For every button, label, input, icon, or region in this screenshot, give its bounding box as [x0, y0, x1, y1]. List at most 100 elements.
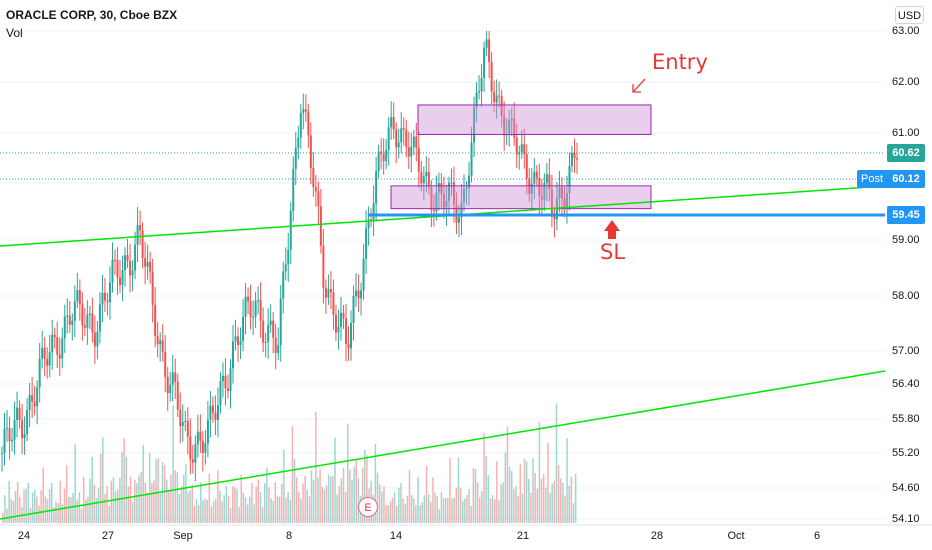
volume-bar [325, 485, 328, 523]
candle-body [390, 116, 393, 128]
currency-button[interactable]: USD [895, 6, 924, 24]
volume-bar [532, 457, 534, 523]
volume-bar [170, 474, 172, 523]
earnings-marker[interactable]: E [358, 497, 378, 517]
volume-bar [42, 467, 44, 523]
candle-body [219, 381, 222, 406]
volume-bar [136, 483, 138, 523]
volume-bar [489, 498, 492, 523]
candle-body [319, 206, 322, 246]
volume-bar [442, 498, 445, 523]
candle-body [38, 358, 41, 388]
volume-bar [178, 493, 181, 523]
volume-bar [472, 468, 475, 523]
volume-bar [293, 459, 296, 523]
candle-body [468, 175, 471, 188]
volume-bar [513, 489, 515, 523]
volume-bar [127, 486, 130, 523]
volume-bar [257, 479, 260, 523]
volume-bar [289, 499, 291, 523]
candle-body [560, 187, 563, 199]
volume-bar [183, 474, 185, 523]
candle-body [440, 183, 443, 194]
volume-bar [65, 465, 68, 523]
candle-body [540, 196, 543, 200]
volume-bar [144, 482, 147, 523]
candle-body [116, 259, 119, 278]
volume-bar [61, 504, 64, 523]
volume-bar [338, 485, 340, 523]
volume-bar [523, 458, 526, 523]
volume-bar [545, 487, 547, 523]
candle-body [124, 255, 127, 271]
volume-bar [562, 482, 564, 523]
volume-bar [421, 501, 424, 523]
volume-label: Vol [6, 26, 23, 40]
candle-body [377, 151, 380, 172]
candle-body [415, 136, 418, 148]
volume-bar [249, 496, 251, 523]
volume-bar [4, 495, 6, 523]
volume-bar [276, 495, 279, 523]
volume-bar [119, 477, 121, 523]
volume-bar [185, 464, 187, 523]
candle-body [51, 334, 54, 353]
candle-body [488, 39, 491, 63]
volume-bar [80, 508, 83, 523]
time-tick-label: 14 [389, 530, 403, 542]
candle-body [71, 320, 74, 325]
volume-bar [410, 495, 413, 523]
volume-bar [568, 485, 570, 523]
price-tick-label: 63.00 [892, 25, 920, 37]
volume-bar [159, 492, 162, 523]
candle-body [237, 336, 240, 346]
volume-bar [408, 469, 411, 523]
candle-body [41, 347, 44, 359]
candle-body [171, 372, 174, 385]
candle-body [53, 334, 56, 338]
volume-bar [340, 478, 343, 523]
candle-body [375, 171, 378, 204]
volume-bar [232, 486, 234, 523]
volume-bar [95, 498, 98, 523]
candle-body [450, 182, 453, 184]
candle-body [274, 337, 277, 354]
volume-bar [389, 501, 392, 523]
volume-bar [134, 479, 136, 523]
candle-body [289, 210, 292, 250]
volume-bar [25, 488, 27, 523]
candle-body [297, 137, 300, 148]
candle-body [66, 315, 69, 317]
volume-bar [214, 498, 217, 523]
time-tick-label: 6 [813, 530, 821, 542]
candle-body [224, 375, 227, 389]
candle-body [264, 341, 267, 343]
price-tick-label: 59.00 [892, 234, 920, 246]
volume-bar [364, 449, 366, 523]
volume-bar [444, 498, 447, 523]
volume-bar [383, 486, 385, 523]
volume-bar [555, 403, 558, 523]
volume-bar [336, 494, 338, 523]
volume-bar [506, 426, 509, 523]
candle-body [111, 259, 114, 283]
volume-bar [244, 497, 247, 523]
volume-bar [50, 483, 53, 523]
volume-bar [355, 460, 358, 523]
upper-zone-box [417, 104, 652, 135]
volume-bar [70, 497, 72, 523]
time-tick-label: 24 [17, 530, 31, 542]
volume-bar [538, 422, 541, 523]
volume-bar [308, 496, 311, 523]
volume-bar [59, 480, 61, 523]
candle-body [518, 152, 521, 155]
candle-body [563, 198, 566, 209]
candle-body [437, 183, 440, 193]
candle-body [201, 440, 204, 453]
candle-body [101, 292, 104, 305]
volume-bar [530, 492, 532, 523]
candle-body [357, 290, 360, 299]
volume-bar [498, 500, 500, 523]
volume-bar [142, 444, 145, 523]
